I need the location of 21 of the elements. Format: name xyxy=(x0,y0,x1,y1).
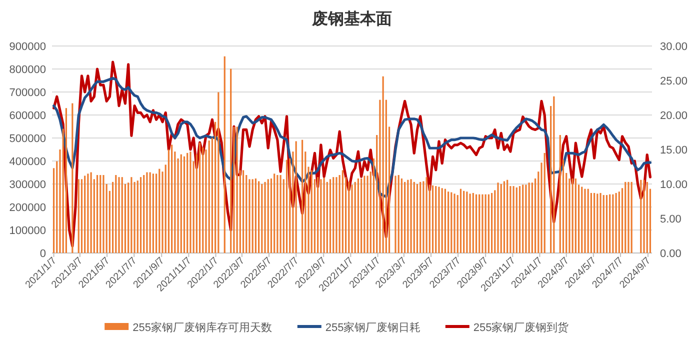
legend-label: 255家钢厂废钢日耗 xyxy=(325,321,421,334)
chart-title: 废钢基本面 xyxy=(311,9,392,28)
y2-tick-label: 20.00 xyxy=(660,110,688,122)
y2-tick-label: 5.00 xyxy=(660,214,682,226)
y-tick-label: 600000 xyxy=(9,110,46,122)
y-tick-label: 0 xyxy=(40,248,46,260)
y2-tick-label: 30.00 xyxy=(660,41,688,53)
y-tick-label: 500000 xyxy=(9,133,46,145)
legend-label: 255家钢厂废钢到货 xyxy=(473,321,569,334)
y2-tick-label: 10.00 xyxy=(660,179,688,191)
y2-tick-label: 0.00 xyxy=(660,248,682,260)
y-tick-label: 200000 xyxy=(9,202,46,214)
y-tick-label: 700000 xyxy=(9,87,46,99)
y-tick-label: 400000 xyxy=(9,156,46,168)
y-tick-label: 800000 xyxy=(9,64,46,76)
y-tick-label: 900000 xyxy=(9,41,46,53)
y2-tick-label: 15.00 xyxy=(660,144,688,156)
legend-label: 255家钢厂废钢库存可用天数 xyxy=(132,321,272,334)
y-tick-label: 300000 xyxy=(9,179,46,191)
y-tick-label: 100000 xyxy=(9,225,46,237)
y2-tick-label: 25.00 xyxy=(660,76,688,88)
